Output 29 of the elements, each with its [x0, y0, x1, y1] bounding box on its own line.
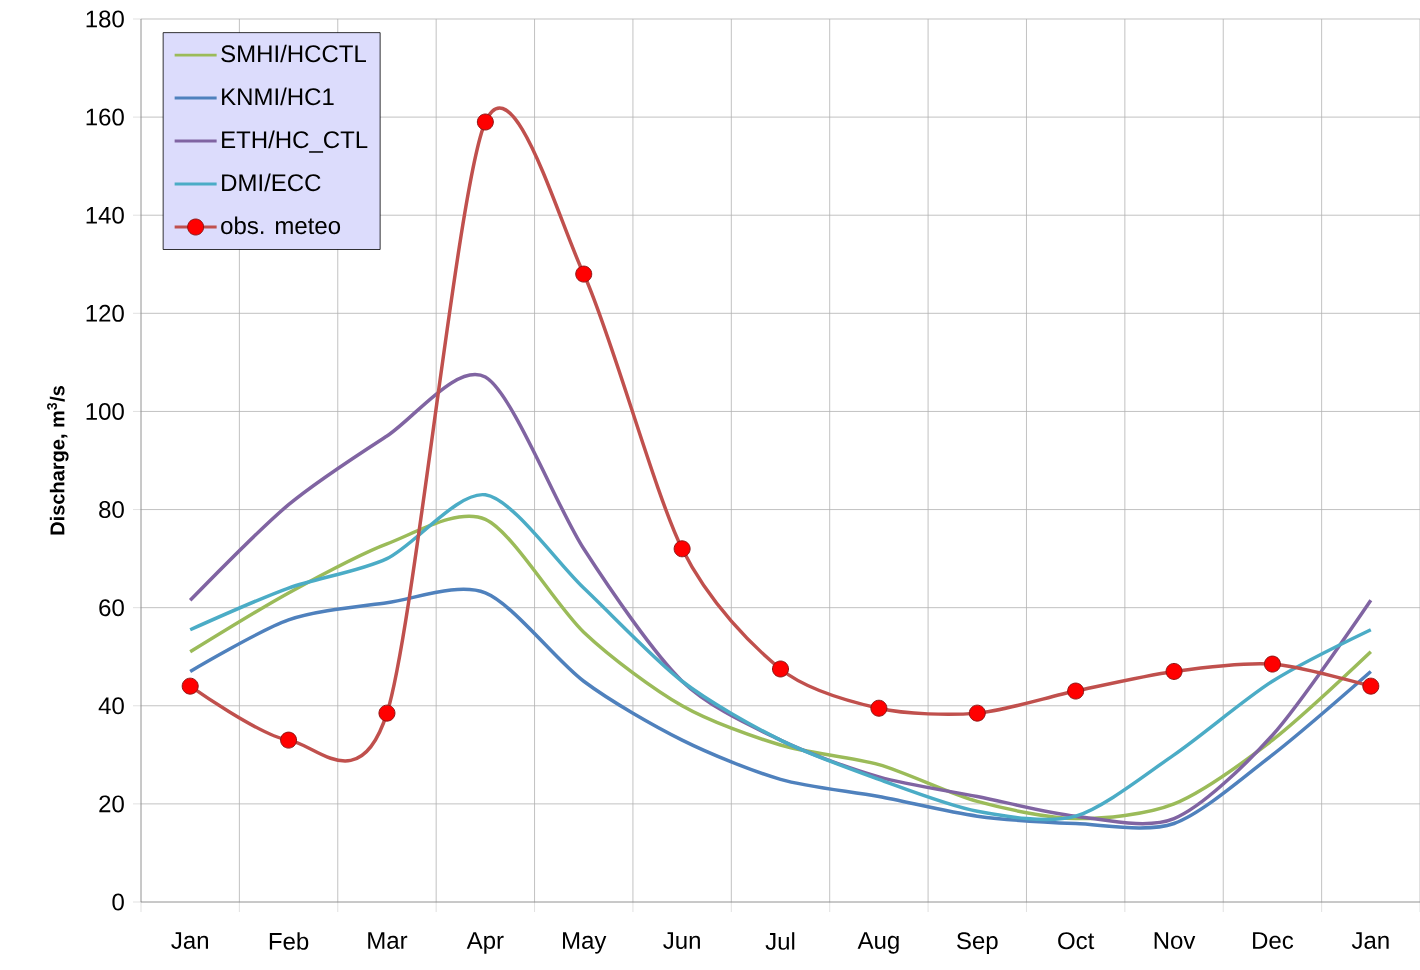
- y-tick-label: 100: [86, 402, 124, 420]
- legend-label: SMHI/HCCTL: [221, 44, 366, 63]
- x-tick-label: May: [563, 932, 607, 954]
- x-tick-label: Apr: [466, 932, 504, 954]
- y-tick-label: 20: [99, 795, 124, 813]
- y-axis-title: Discharge, m$^{3}$/s: [47, 386, 69, 535]
- y-tick-label: 140: [86, 206, 124, 224]
- x-tick-label: Jan: [1351, 932, 1389, 949]
- y-tick-label: 0: [112, 893, 124, 911]
- legend-label: ETH/HC_CTL: [222, 130, 368, 153]
- y-tick-label: 160: [86, 108, 124, 126]
- x-tick-label: Aug: [857, 932, 899, 954]
- x-tick-label: Oct: [1058, 932, 1095, 950]
- y-tick-label: 60: [99, 599, 124, 617]
- x-tick-label: Jul: [765, 932, 795, 950]
- y-tick-label: 40: [98, 697, 124, 715]
- y-tick-label: 80: [99, 501, 124, 519]
- legend-label: KNMI/HC1: [222, 87, 334, 106]
- x-tick-label: Mar: [368, 932, 408, 949]
- legend-label: DMI/ECC: [222, 173, 321, 192]
- x-tick-label: Nov: [1154, 932, 1196, 949]
- x-tick-label: Dec: [1253, 932, 1294, 949]
- x-tick-label: Feb: [269, 932, 309, 950]
- x-tick-label: Sep: [957, 932, 998, 954]
- y-tick-label: 180: [86, 10, 124, 28]
- x-tick-label: Jun: [663, 932, 700, 949]
- x-tick-label: Jan: [171, 932, 208, 949]
- legend-label: obs. meteo: [221, 216, 341, 235]
- y-tick-label: 120: [86, 304, 124, 322]
